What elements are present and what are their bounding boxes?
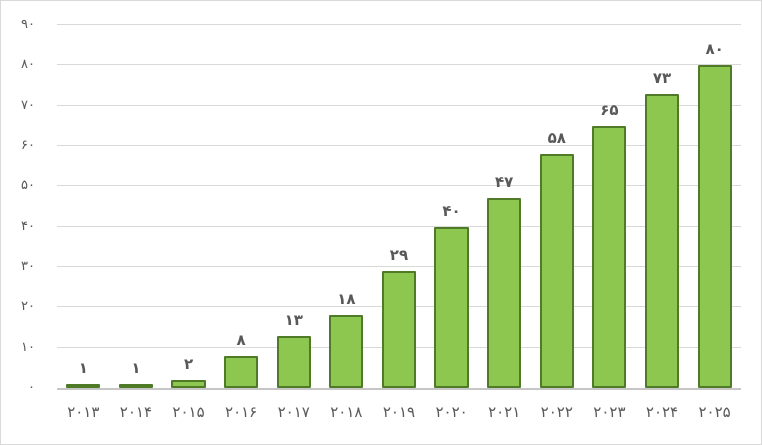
bar-slot: ۸۰ [688,25,741,388]
bar-slot: ۸ [215,25,268,388]
bar [224,355,259,388]
x-tick-label: ۲۰۱۳ [67,403,100,421]
bar-value-label: ۶۵ [600,100,619,119]
bar [592,125,627,388]
bar-slot: ۱۸ [320,25,373,388]
x-tick-label: ۲۰۱۸ [330,403,363,421]
x-tick-label: ۲۰۱۶ [225,403,258,421]
bar-value-label: ۵۸ [547,129,566,148]
y-tick-label: ۶۰ [21,138,35,154]
gridline [57,145,741,146]
bar [66,383,101,388]
x-tick-label: ۲۰۱۴ [119,403,153,421]
x-tick-label: ۲۰۲۲ [540,403,573,421]
bar-slot: ۶۵ [583,25,636,388]
y-tick-label: ۹۰ [21,17,35,32]
gridline [57,64,741,66]
gridline [57,185,741,187]
bar-value-label: ۱ [131,358,141,377]
bar [118,383,153,388]
bar-slot: ۲ [162,25,215,388]
bar-value-label: ۲ [183,354,194,373]
x-tick-label: ۲۰۲۴ [645,403,679,421]
bar [276,335,311,388]
y-tick-label: ۴۰ [21,218,35,234]
bar-slot: ۱۳ [267,25,320,388]
bar [329,315,364,388]
y-axis: ۰ ۱۰ ۲۰ ۳۰ ۴۰ ۵۰ ۶۰ ۷۰ ۸۰ ۹۰ [1,17,47,395]
bar [487,198,522,388]
gridline [57,24,741,25]
y-tick-label: ۱۰ [21,339,35,355]
y-tick-label: ۲۰ [21,299,35,315]
bar [381,271,417,388]
bar-value-label: ۱۸ [337,290,356,309]
x-tick-label: ۲۰۱۹ [382,403,416,421]
bar [697,65,732,388]
bar-slot: ۵۸ [530,25,583,388]
bar-slot: ۷۳ [636,25,689,388]
y-tick-label: ۰ [28,380,35,395]
bar-slot: ۴۷ [478,25,531,388]
bar-slot: ۱ [57,25,110,388]
x-tick-label: ۲۰۲۵ [698,403,731,421]
bar [434,226,469,388]
bar-value-label: ۴۰ [442,201,461,220]
bar-value-label: ۸ [236,330,246,349]
bar-value-label: ۸۰ [705,40,724,59]
gridline [57,104,741,106]
x-tick-label: ۲۰۲۳ [593,403,626,421]
bar-slot: ۲۹ [373,25,426,388]
bar-value-label: ۱ [78,358,88,377]
bar-slot: ۱ [110,25,163,388]
plot-area: ۱ ۱ ۲ ۸ ۱۳ ۱۸ ۲۹ ۴۰ ۴۷ ۵۸ ۶۵ ۷۳ ۸۰ [57,24,741,390]
bar-value-label: ۴۷ [495,173,514,192]
gridline [57,266,741,267]
bar-slot: ۴۰ [425,25,478,388]
bar [171,379,206,388]
x-tick-label: ۲۰۱۵ [172,403,205,421]
x-tick-label: ۲۰۱۷ [277,403,310,421]
y-tick-label: ۵۰ [21,178,35,194]
bars-container: ۱ ۱ ۲ ۸ ۱۳ ۱۸ ۲۹ ۴۰ ۴۷ ۵۸ ۶۵ ۷۳ ۸۰ [57,25,741,388]
x-tick-label: ۲۰۲۱ [488,403,521,421]
y-tick-label: ۸۰ [21,57,35,73]
x-axis: ۲۰۱۳ ۲۰۱۴ ۲۰۱۵ ۲۰۱۶ ۲۰۱۷ ۲۰۱۸ ۲۰۱۹ ۲۰۲۰ ۲۰۲۱ ۲۰۲۲… [57,390,741,421]
bar-value-label: ۷۳ [652,68,672,87]
bar [644,93,680,388]
bar-value-label: ۱۳ [284,310,303,329]
bar-value-label: ۲۹ [389,246,409,265]
y-tick-label: ۳۰ [21,259,35,275]
y-tick-label: ۷۰ [21,97,35,113]
x-tick-label: ۲۰۲۰ [435,403,468,421]
bar [539,154,574,388]
gridline [57,225,741,227]
